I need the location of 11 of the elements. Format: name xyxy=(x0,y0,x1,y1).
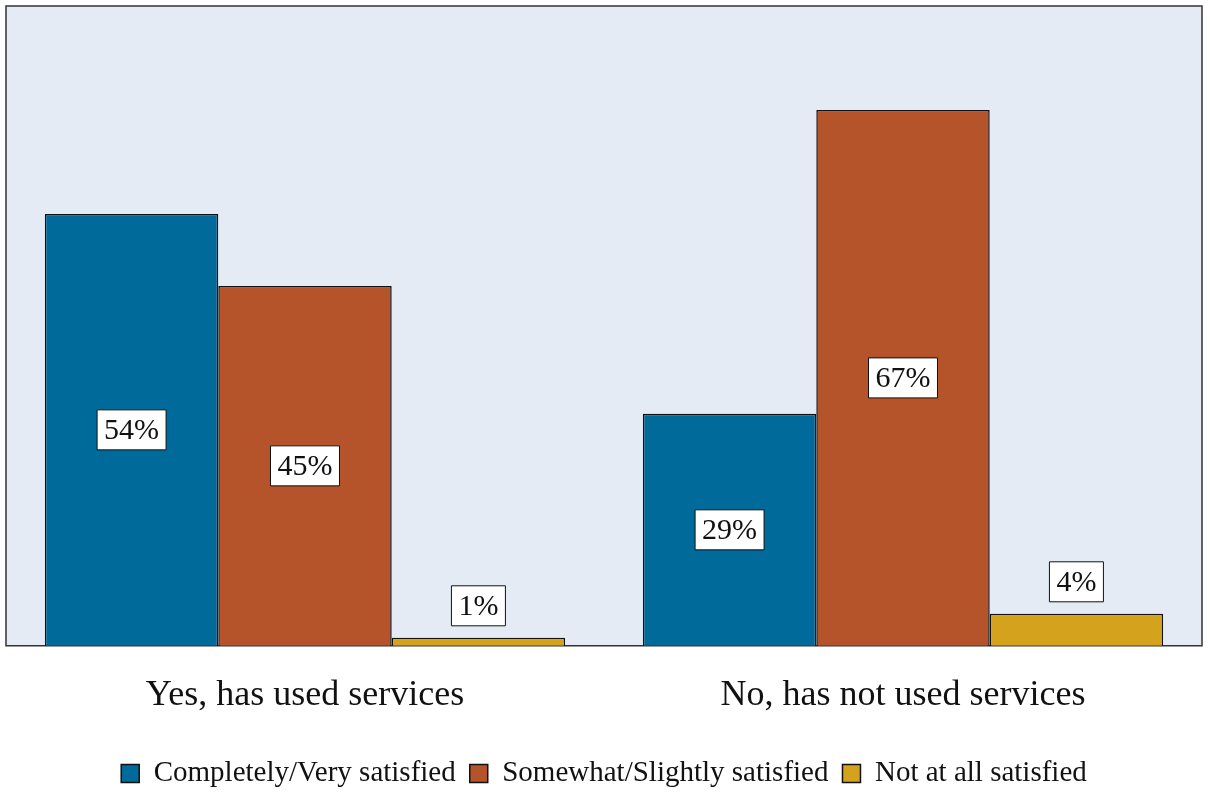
legend-label: Not at all satisfied xyxy=(874,755,1088,788)
legend-label: Somewhat/Slightly satisfied xyxy=(502,755,829,788)
data-label: 45% xyxy=(277,447,333,481)
data-label: 67% xyxy=(875,359,931,393)
x-tick-label: No, has not used services xyxy=(720,672,1086,713)
data-label: 54% xyxy=(104,411,160,445)
data-label: 29% xyxy=(702,511,758,545)
data-label: 4% xyxy=(1056,563,1097,597)
legend-label: Completely/Very satisfied xyxy=(153,755,457,788)
data-label: 1% xyxy=(458,587,499,621)
x-tick-label: Yes, has used services xyxy=(145,672,465,713)
